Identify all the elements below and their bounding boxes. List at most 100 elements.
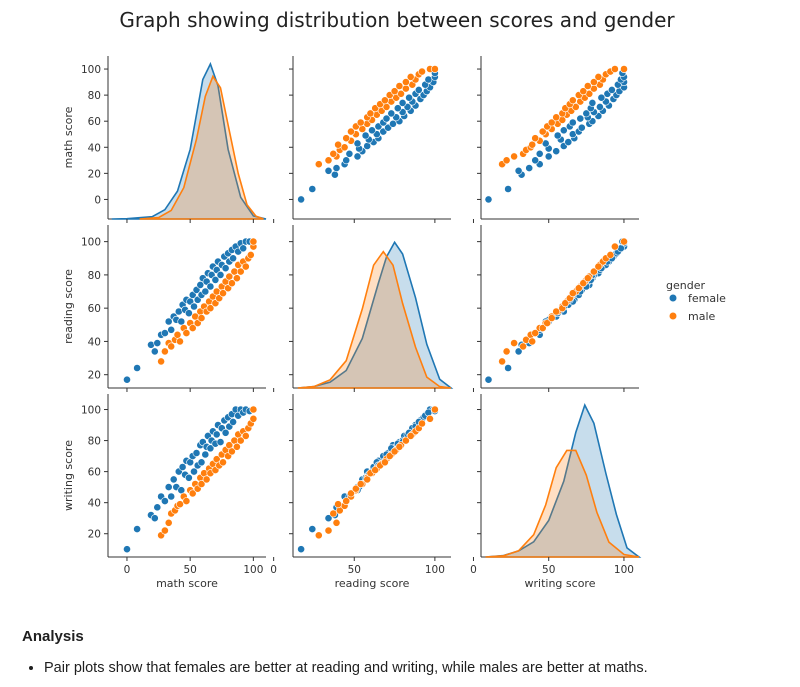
scatter-point-female [342, 156, 351, 165]
x-tick-label: 0 [124, 564, 131, 576]
scatter-point-female [216, 270, 225, 279]
scatter-point-female [361, 131, 370, 140]
scatter-point-female [167, 325, 176, 334]
scatter-point-male [227, 279, 236, 288]
scatter-point-male [561, 299, 570, 308]
scatter-point-male [351, 484, 360, 493]
y-axis-label: reading score [62, 269, 75, 344]
scatter-point-male [430, 65, 439, 73]
scatter-point-male [611, 65, 619, 73]
y-tick-label: 60 [88, 303, 101, 315]
scatter-point-female [535, 149, 544, 158]
scatter-point-male [590, 78, 598, 86]
scatter-point-male [519, 342, 527, 351]
scatter-point-female [192, 449, 201, 457]
scatter-point-male [160, 347, 169, 356]
scatter-point-female [190, 302, 198, 311]
scatter-point-female [353, 139, 362, 148]
scatter-point-female [184, 309, 193, 318]
scatter-point-female [229, 417, 237, 426]
scatter-point-female [206, 444, 215, 453]
scatter-point-male [547, 118, 556, 127]
scatter-point-female [576, 114, 585, 123]
scatter-point-male [543, 319, 552, 327]
scatter-point-male [547, 314, 556, 322]
panel-math-score-vs-reading-score [273, 56, 451, 223]
scatter-point-male [340, 143, 349, 152]
scatter-point-male [418, 67, 426, 76]
scatter-point-male [314, 531, 323, 540]
analysis-heading: Analysis [22, 628, 84, 645]
scatter-point-male [314, 160, 323, 169]
scatter-point-female [398, 99, 407, 107]
scatter-point-female [345, 149, 354, 158]
scatter-point-male [620, 65, 628, 73]
scatter-point-male [176, 500, 184, 509]
scatter-point-male [164, 518, 173, 527]
x-axis-label: math score [156, 577, 218, 590]
scatter-point-male [594, 262, 603, 271]
scatter-point-male [401, 436, 410, 445]
scatter-point-male [363, 475, 372, 484]
scatter-point-female [414, 86, 423, 94]
x-tick-label: 50 [183, 564, 196, 576]
y-tick-label: 80 [88, 436, 101, 448]
y-tick-label: 20 [88, 529, 101, 541]
scatter-point-male [241, 431, 250, 440]
scatter-point-female [568, 118, 577, 127]
kde-curve-female [111, 61, 267, 220]
scatter-point-female [212, 430, 221, 439]
scatter-point-male [334, 140, 342, 149]
scatter-point-male [324, 526, 333, 535]
y-tick-label: 100 [81, 64, 101, 76]
scatter-point-female [353, 152, 362, 161]
scatter-point-female [514, 166, 523, 175]
scatter-point-male [176, 337, 184, 346]
scatter-point-female [239, 244, 248, 253]
scatter-point-female [577, 123, 586, 132]
scatter-point-female [297, 195, 305, 204]
scatter-point-female [553, 131, 562, 140]
scatter-point-female [206, 282, 215, 291]
scatter-point-male [552, 307, 561, 316]
scatter-point-female [564, 138, 573, 146]
x-tick-label: 50 [542, 564, 555, 576]
scatter-point-male [552, 113, 561, 122]
y-tick-label: 40 [88, 336, 101, 348]
scatter-point-female [167, 492, 176, 501]
scatter-point-male [249, 414, 258, 423]
scatter-point-male [395, 442, 404, 451]
y-tick-label: 20 [88, 370, 101, 382]
scatter-point-male [329, 149, 338, 158]
kde-curve-male [297, 250, 452, 389]
scatter-point-male [246, 250, 255, 259]
scatter-point-male [219, 458, 227, 467]
scatter-point-male [502, 156, 511, 165]
x-tick-label: 0 [470, 564, 477, 576]
scatter-point-female [211, 275, 220, 284]
scatter-point-female [597, 93, 606, 102]
scatter-point-female [153, 503, 162, 512]
scatter-point-female [178, 463, 187, 471]
scatter-point-male [380, 458, 389, 467]
scatter-point-male [502, 347, 511, 356]
scatter-point-female [424, 75, 433, 84]
scatter-point-female [164, 483, 173, 491]
scatter-point-female [405, 93, 413, 102]
scatter-point-male [202, 475, 211, 484]
legend-marker-male [669, 312, 677, 320]
analysis-list: Pair plots show that females are better … [22, 659, 792, 677]
scatter-point-female [382, 114, 391, 123]
scatter-point-male [401, 78, 410, 86]
scatter-point-male [579, 279, 588, 288]
scatter-point-female [160, 329, 169, 337]
scatter-point-male [568, 289, 577, 298]
scatter-point-female [201, 287, 210, 296]
pair-plot-figure: Graph showing distribution between score… [62, 8, 726, 590]
scatter-point-male [406, 73, 415, 81]
scatter-point-male [232, 274, 241, 283]
scatter-point-female [582, 109, 591, 118]
figure-title: Graph showing distribution between score… [119, 8, 675, 32]
scatter-point-male [390, 87, 399, 96]
scatter-point-male [528, 337, 537, 346]
